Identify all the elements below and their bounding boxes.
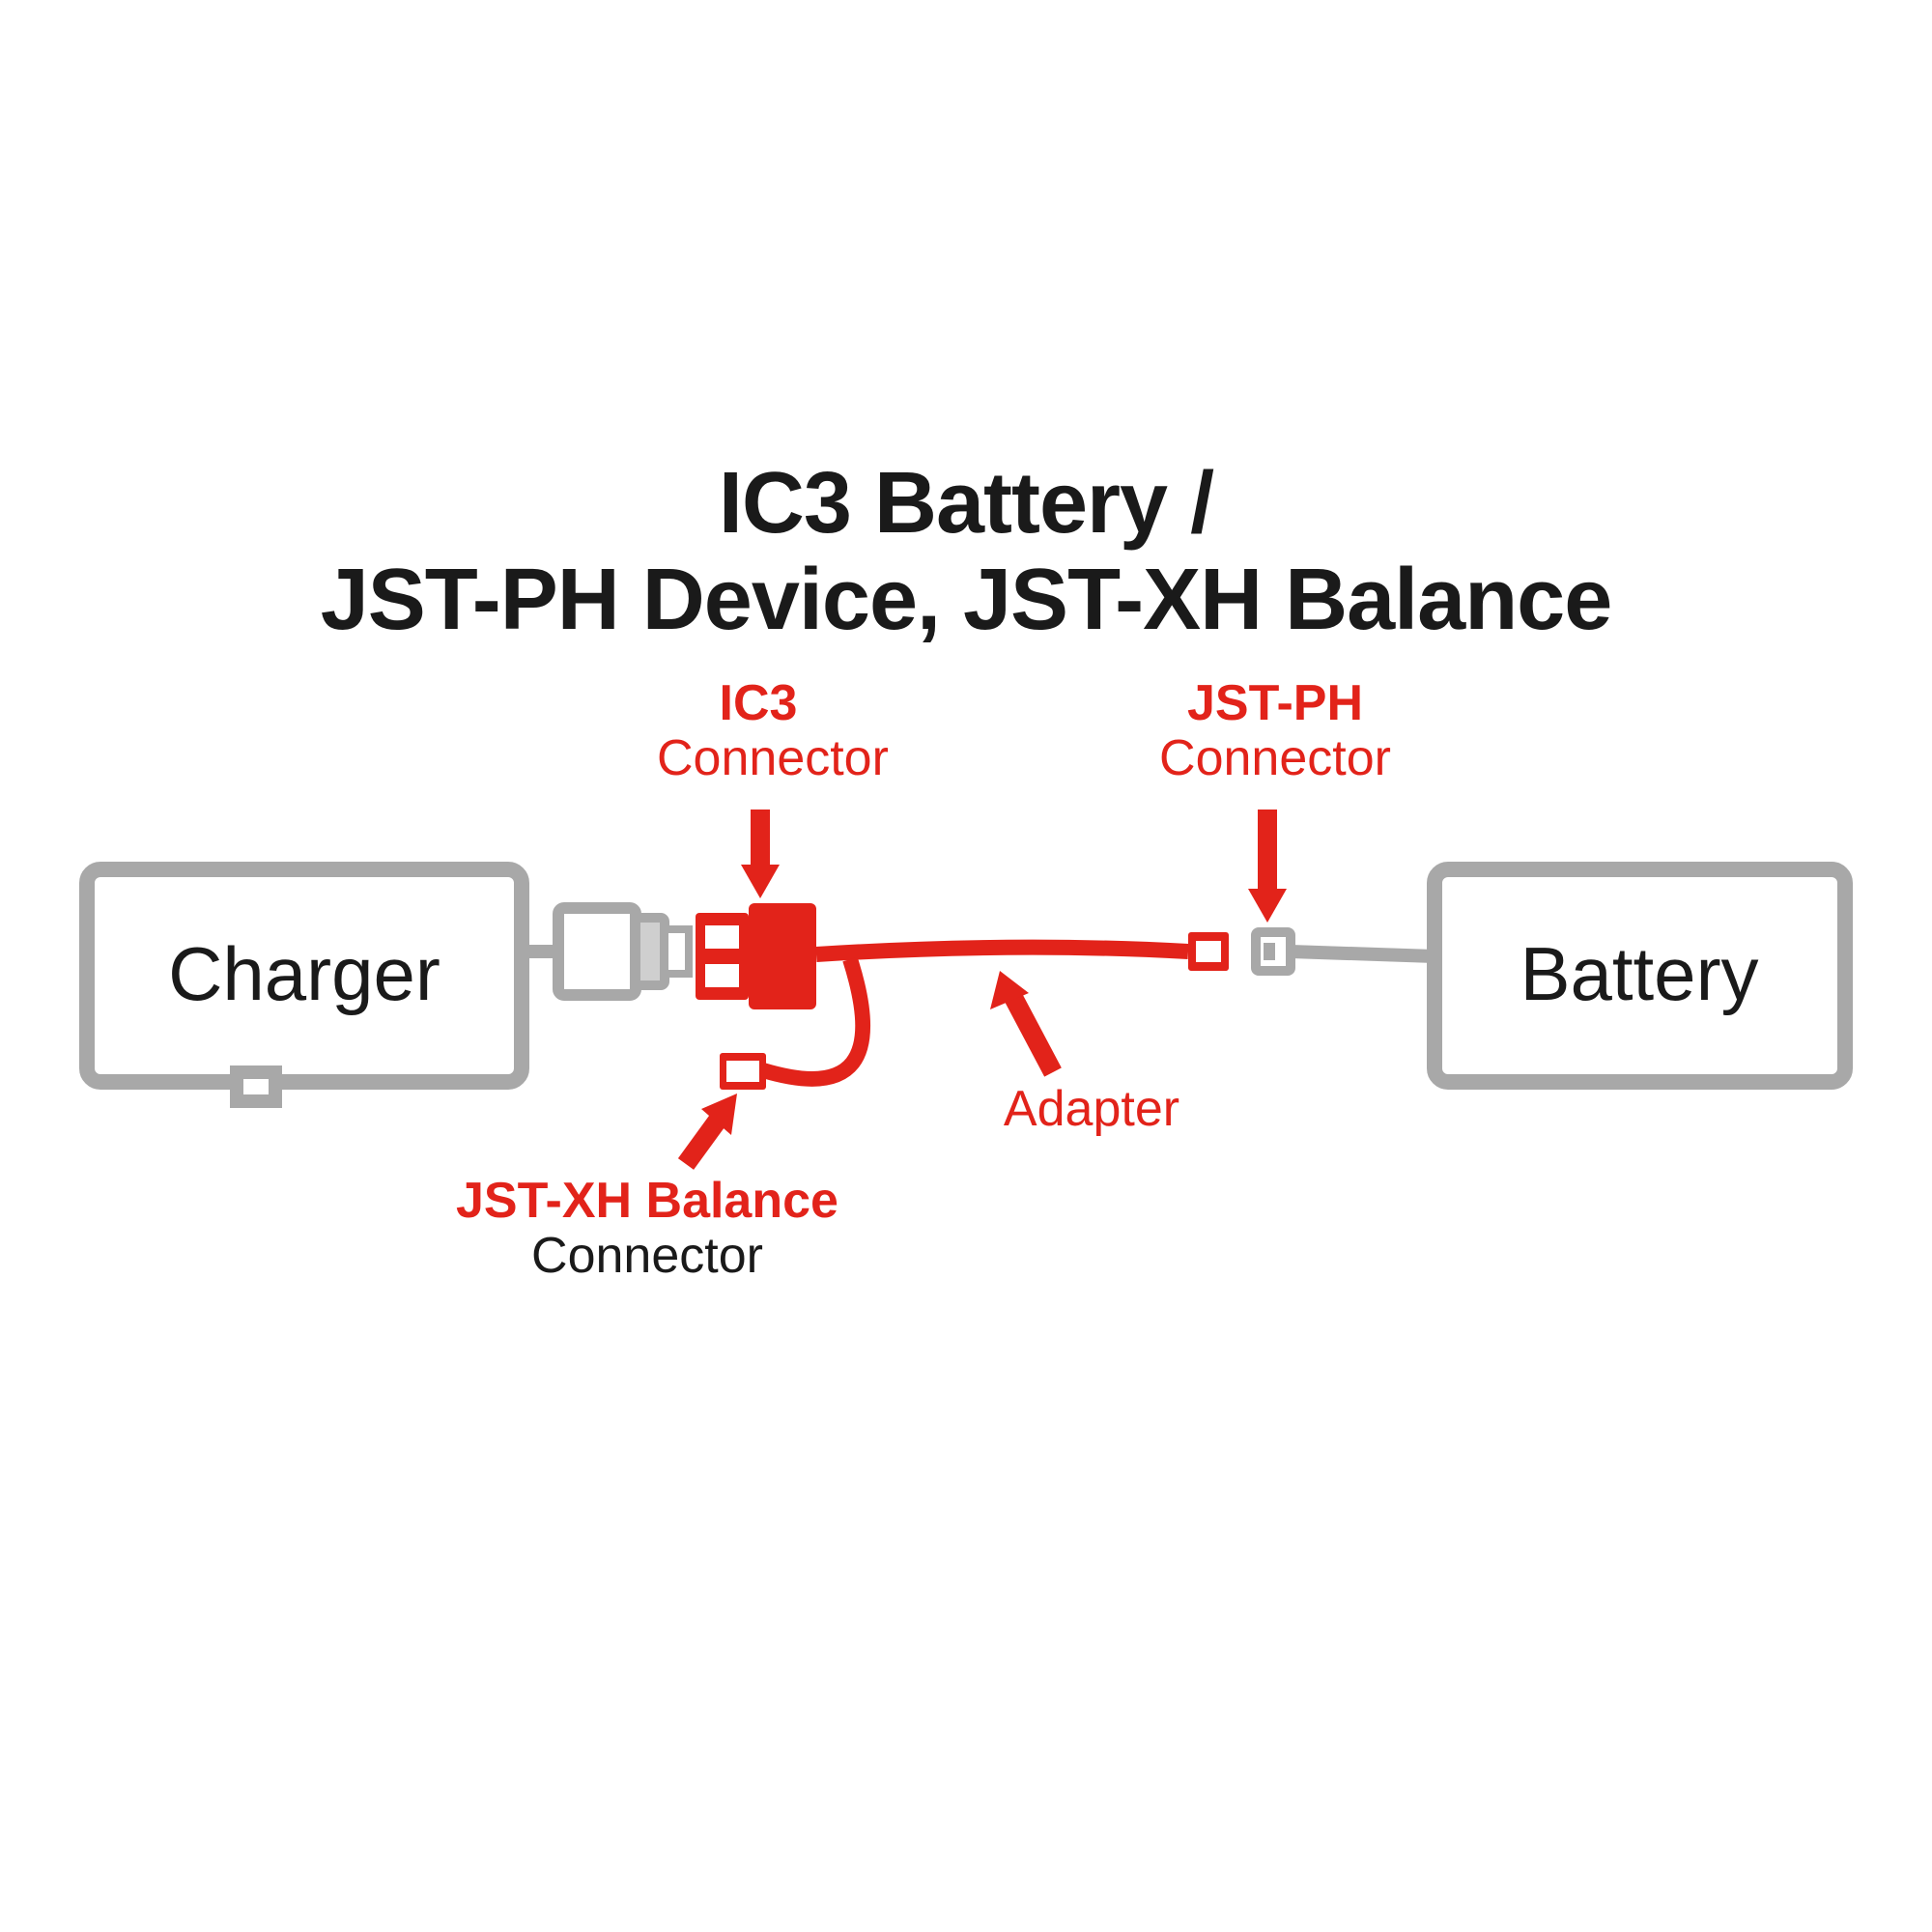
jstph-gray-connector	[1256, 932, 1291, 971]
charger-port-body	[558, 908, 636, 995]
connector-diagram: Charger Battery	[0, 0, 1932, 1932]
charger-foot	[237, 1072, 275, 1101]
ic3-connector	[696, 903, 816, 1009]
ic3-arrowhead	[741, 865, 780, 898]
jstxh-connector	[720, 1053, 766, 1090]
charger-port-collar	[636, 918, 665, 985]
charger-port-pin	[665, 929, 689, 974]
battery-wire	[1291, 952, 1435, 956]
jstph-red-connector	[1188, 932, 1229, 971]
red-main-wire	[816, 948, 1188, 954]
adapter-arrow	[1009, 990, 1053, 1072]
jstph-arrowhead	[1248, 889, 1287, 923]
battery-label: Battery	[1520, 931, 1758, 1016]
charger-label: Charger	[168, 931, 440, 1016]
